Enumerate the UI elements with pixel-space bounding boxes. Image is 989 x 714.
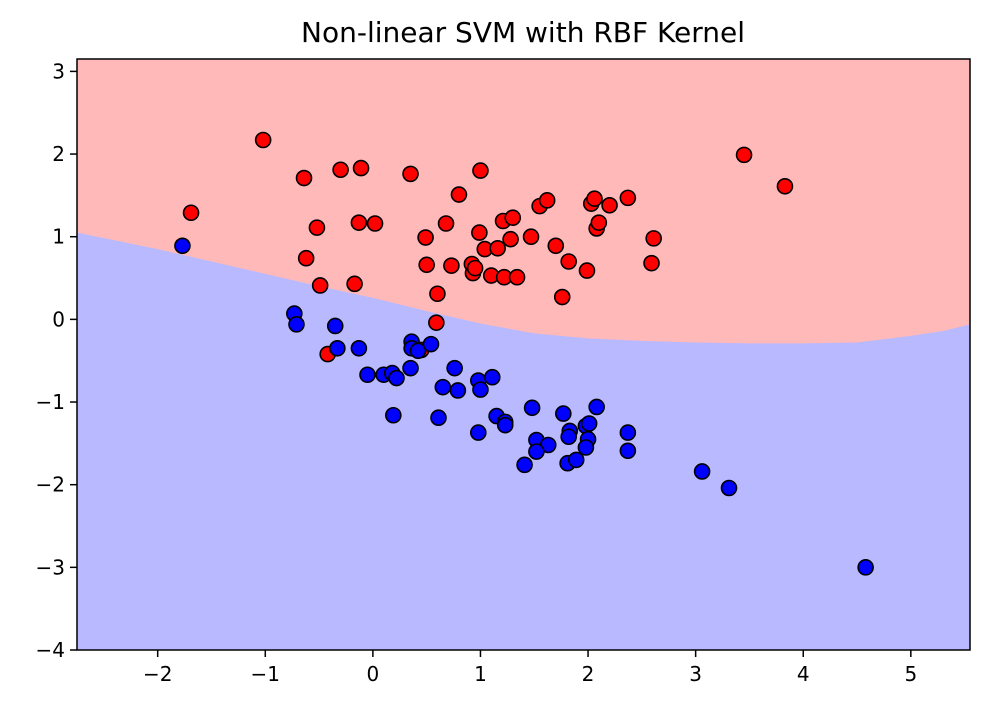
red-point [352,159,370,177]
x-tick-label: −1 [251,662,280,686]
red-point [182,204,200,222]
red-point [297,249,315,267]
blue-point [567,451,585,469]
blue-point [326,317,344,335]
red-point [429,285,446,303]
red-point [645,230,662,247]
chart-title: Non-linear SVM with RBF Kernel [301,16,745,49]
blue-point [619,424,637,441]
x-tick-label: 5 [904,662,917,686]
red-point [428,314,445,331]
red-point [346,275,363,293]
red-point [332,161,349,179]
plot-frame [76,58,971,651]
red-point [578,262,596,279]
red-point [466,259,484,277]
red-point [489,239,506,257]
red-point [776,177,794,195]
x-axis-ticks: −2 −1 0 1 2 3 4 5 [143,650,917,686]
blue-point [580,415,598,432]
blue-point [430,409,447,427]
blue-point [385,406,402,424]
red-point [553,288,571,306]
x-tick-label: 4 [797,662,810,686]
blue-point [402,359,419,377]
red-point [601,197,618,214]
blue-point [288,316,305,333]
blue-point [523,399,541,417]
red-point [350,214,368,231]
red-point [450,186,468,203]
y-tick-label: 2 [52,142,65,166]
blue-point [350,340,368,357]
blue-point [516,456,533,474]
red-point [508,268,526,286]
red-point [402,165,419,183]
y-tick-label: 0 [52,307,65,331]
blue-point [693,463,711,480]
red-point [366,215,384,232]
red-point [504,209,522,227]
y-axis-ticks: −4 −3 −2 −1 0 1 2 3 [36,59,77,662]
blue-point [470,424,487,441]
red-point [471,224,488,241]
y-tick-label: 1 [52,225,65,249]
blue-point [528,443,545,460]
red-point [308,219,326,236]
blue-point [422,335,440,353]
red-point [295,169,313,187]
blue-point [449,382,467,399]
x-tick-label: −2 [143,662,172,686]
red-point [254,131,272,149]
blue-point [409,342,427,360]
x-tick-label: 0 [367,662,380,686]
blue-point [560,428,577,446]
x-tick-label: 1 [474,662,487,686]
red-point [522,228,540,246]
blue-point [472,381,489,398]
y-tick-label: 3 [52,59,65,83]
blue-point [359,366,376,384]
blue-point [329,340,346,357]
red-point [437,215,455,232]
red-point [586,190,603,207]
x-tick-label: 3 [689,662,702,686]
x-tick-label: 2 [582,662,595,686]
red-point [560,253,577,270]
blue-point [577,439,595,456]
blue-point [857,559,874,576]
red-point [619,189,637,207]
y-tick-label: −4 [36,638,65,662]
red-point [643,254,660,272]
blue-point [483,368,501,386]
blue-point [434,378,452,396]
red-point [417,229,434,246]
red-point [311,277,329,294]
blue-point [720,479,738,497]
red-decision-region [77,59,970,344]
red-point [735,146,753,164]
red-point [547,237,565,255]
red-point [538,192,556,209]
data-points [174,131,874,576]
blue-point [619,442,637,460]
blue-point [174,237,191,255]
blue-point [388,369,405,387]
plot-area [77,59,970,650]
red-point [590,214,608,231]
red-point [443,257,460,274]
blue-point [446,359,463,377]
blue-point [496,416,514,434]
red-point [502,230,519,248]
y-tick-label: −3 [36,555,65,579]
blue-point [588,398,605,416]
red-point [472,162,489,179]
y-tick-label: −1 [36,390,65,414]
blue-point [555,405,572,422]
y-tick-label: −2 [36,473,65,497]
red-point [418,256,435,274]
